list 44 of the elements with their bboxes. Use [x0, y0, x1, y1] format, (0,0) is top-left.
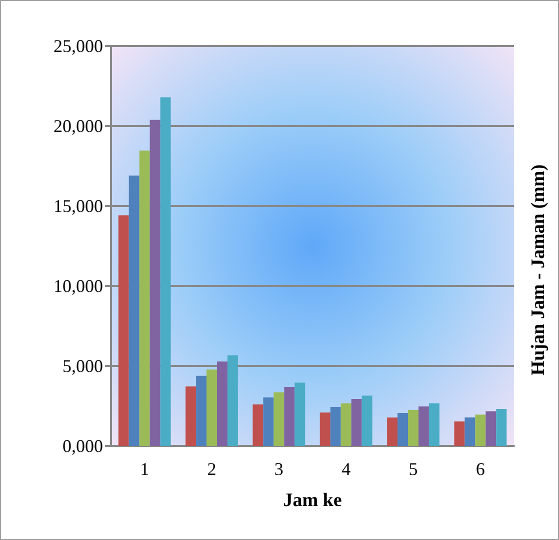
x-tick-label: 1: [140, 459, 150, 479]
x-tick-label: 2: [207, 459, 216, 479]
bar: [252, 404, 264, 446]
bar: [139, 150, 150, 446]
x-tick-label: 6: [476, 459, 485, 479]
bar: [274, 392, 284, 446]
y-tick-label: 0,000: [62, 436, 103, 456]
bar: [454, 421, 465, 446]
bar: [160, 97, 171, 446]
y-tick-label: 10,000: [54, 276, 103, 296]
bar: [284, 386, 295, 446]
bar: [150, 120, 160, 446]
bar: [186, 386, 196, 446]
bar: [496, 409, 507, 446]
bar: [362, 396, 372, 446]
bar: [475, 414, 486, 446]
bar: [418, 406, 429, 446]
bar: [340, 403, 352, 446]
x-axis-title: Jam ke: [283, 490, 342, 511]
x-tick-label: 4: [342, 459, 351, 479]
bar: [227, 355, 238, 446]
bar: [387, 418, 398, 446]
bar: [408, 410, 418, 446]
bar: [118, 215, 129, 446]
bar: [294, 382, 306, 446]
y-tick-label: 20,000: [54, 116, 103, 136]
y-axis-title: Hujan Jam - Jaman (mm): [528, 164, 549, 376]
y-tick-label: 25,000: [54, 36, 103, 56]
bar: [196, 376, 207, 446]
bar: [486, 411, 496, 446]
bar: [351, 398, 362, 446]
bar: [216, 362, 228, 446]
bar: [320, 412, 330, 446]
bar: [206, 370, 217, 446]
bar: [398, 413, 408, 446]
bar: [428, 403, 440, 446]
y-tick-label: 15,000: [54, 196, 103, 216]
x-tick-label: 3: [274, 459, 284, 479]
bar: [330, 406, 341, 446]
y-tick-label: 5,000: [62, 356, 103, 376]
bar: [464, 417, 476, 446]
x-tick-label: 5: [408, 459, 418, 479]
bar: [263, 397, 274, 446]
bar: [128, 176, 140, 446]
